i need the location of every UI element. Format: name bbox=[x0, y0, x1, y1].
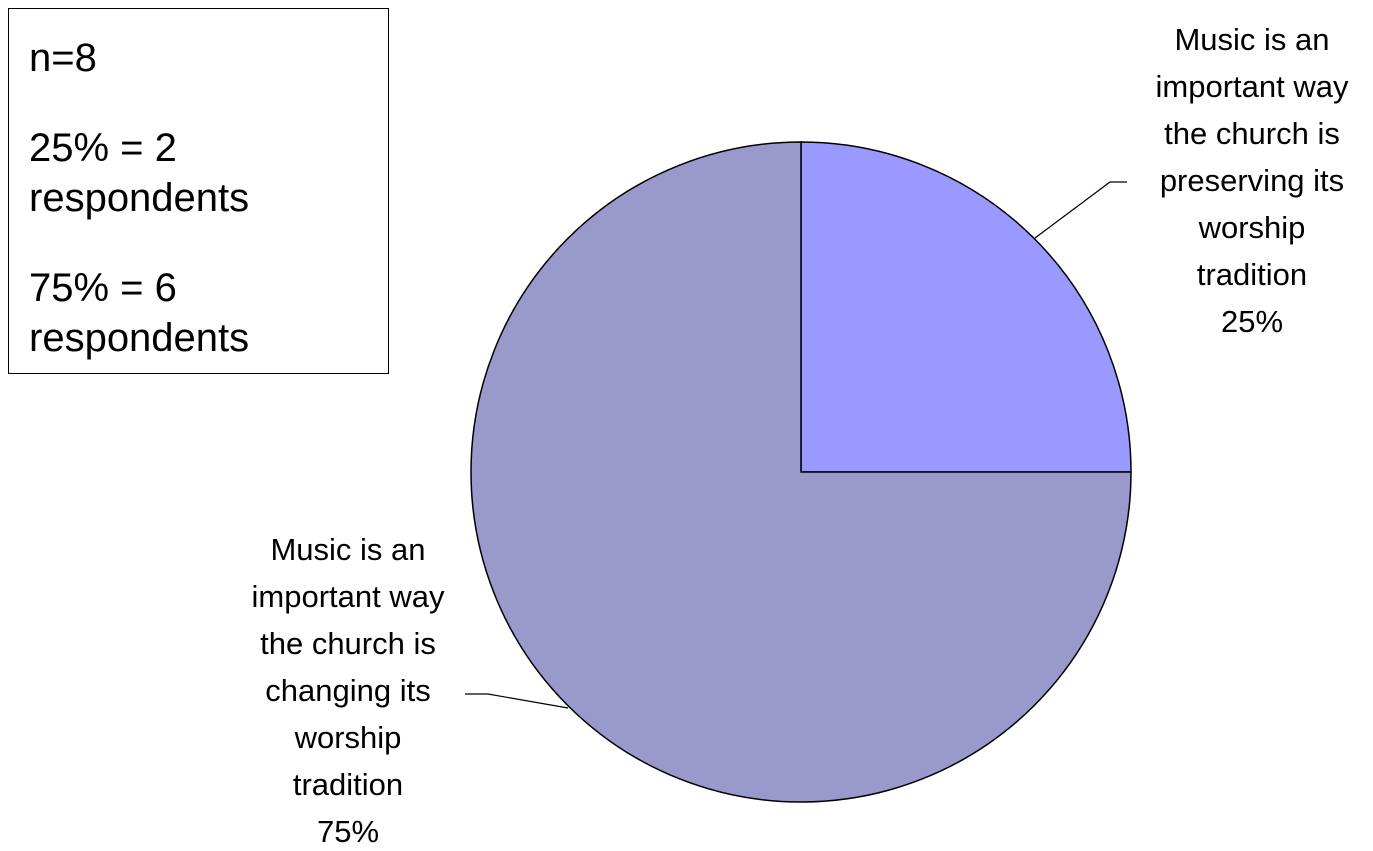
slice-label-line: preserving its bbox=[1160, 163, 1344, 198]
info-25-unit: respondents bbox=[29, 176, 250, 220]
slice-label-25: Music is an important way the church is pre… bbox=[1156, 22, 1349, 339]
slice-label-line: tradition bbox=[293, 767, 403, 802]
slice-label-line: tradition bbox=[1197, 257, 1307, 292]
info-75-unit: respondents bbox=[29, 316, 250, 360]
leader-line bbox=[1034, 181, 1127, 239]
slice-label-line: Music is an bbox=[270, 532, 425, 567]
respondent-info-box: n=8 25% = 2 respondents 75% = 6 responde… bbox=[8, 8, 389, 374]
slice-label-line: 25% bbox=[1221, 304, 1283, 339]
slice-label-line: the church is bbox=[1164, 116, 1340, 151]
slice-label-line: worship bbox=[294, 720, 402, 755]
slice-label-line: 75% bbox=[317, 814, 379, 849]
slice-label-line: important way bbox=[252, 579, 445, 614]
info-25-count: 25% = 2 bbox=[29, 126, 177, 170]
slice-label-line: the church is bbox=[260, 626, 436, 661]
pie-slice-75 bbox=[470, 141, 1132, 803]
slice-label-75: Music is an important way the church is cha… bbox=[252, 532, 445, 849]
leader-line bbox=[465, 693, 569, 709]
info-75-count: 75% = 6 bbox=[29, 266, 177, 310]
sample-size: n=8 bbox=[29, 36, 97, 80]
slice-label-line: worship bbox=[1198, 210, 1306, 245]
slice-label-line: important way bbox=[1156, 69, 1349, 104]
pie-slice-25 bbox=[800, 141, 1132, 473]
slice-label-line: Music is an bbox=[1174, 22, 1329, 57]
slice-label-line: changing its bbox=[265, 673, 430, 708]
